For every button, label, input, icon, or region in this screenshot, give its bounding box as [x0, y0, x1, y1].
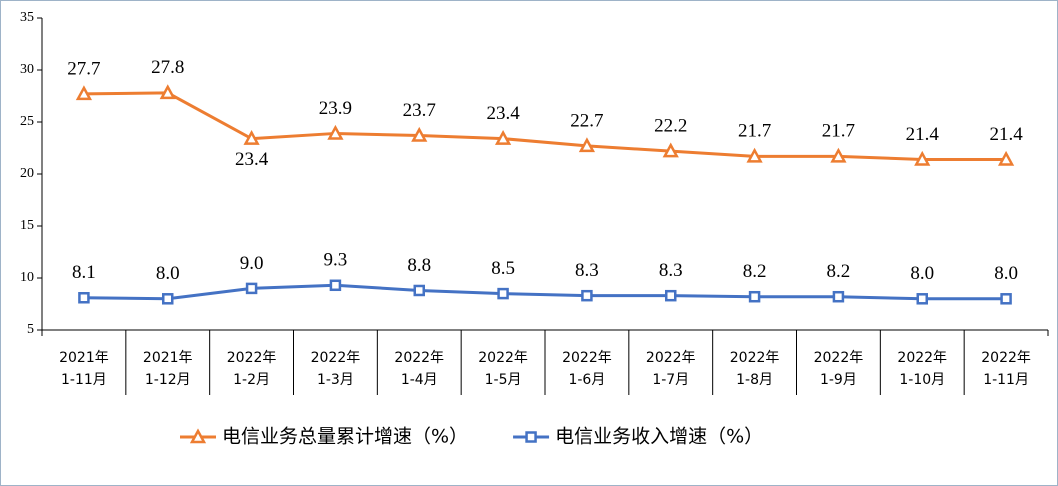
legend-marker [189, 428, 207, 444]
data-label: 23.7 [403, 100, 436, 121]
marker [327, 124, 344, 140]
x-tick-label-line: 2022年 [227, 350, 277, 366]
x-tick-label-line: 1-10月 [899, 372, 945, 388]
x-tick-label: 2022年 1-10月 [897, 350, 947, 388]
marker [832, 290, 845, 303]
legend-label: 电信业务收入增速（%） [555, 426, 763, 448]
x-tick-label-line: 2022年 [981, 350, 1031, 366]
x-tick-label-line: 1-2月 [233, 372, 270, 388]
x-tick-label-line: 2022年 [562, 350, 612, 366]
marker [243, 130, 260, 145]
x-tick-label-line: 1-8月 [736, 372, 773, 388]
x-tick-label-line: 2021年 [143, 350, 193, 366]
x-tick-label: 2022年 1-9月 [814, 350, 864, 388]
x-tick-label-line: 1-7月 [652, 372, 689, 388]
x-tick-label-line: 2022年 [897, 350, 947, 366]
series-line [83, 283, 1007, 301]
data-label: 8.0 [910, 263, 934, 284]
y-tick-label: 30 [20, 62, 34, 77]
x-tick-label: 2021年 1-11月 [59, 350, 109, 388]
y-tick-label: 15 [20, 218, 34, 233]
data-label: 8.3 [575, 260, 599, 281]
legend-label: 电信业务总量累计增速（%） [222, 426, 468, 448]
marker [830, 147, 847, 163]
x-tick-label: 2022年 1-11月 [981, 350, 1031, 388]
marker [997, 150, 1015, 166]
x-tick-label-line: 2021年 [59, 350, 109, 366]
x-tick-label: 2022年 1-3月 [311, 350, 361, 388]
x-tick-label-line: 1-11月 [61, 372, 107, 388]
x-tick-label-line: 2022年 [394, 350, 444, 366]
data-label: 22.2 [654, 115, 687, 136]
data-label: 8.0 [156, 263, 180, 284]
data-label: 21.7 [822, 121, 855, 142]
marker [329, 279, 342, 292]
x-tick-label: 2022年 1-5月 [478, 350, 528, 388]
x-tick-label: 2021年 1-12月 [143, 350, 193, 388]
x-tick-label-line: 1-9月 [820, 372, 857, 388]
x-tick-label-line: 2022年 [814, 350, 864, 366]
marker [494, 130, 512, 145]
x-tick-label: 2022年 1-4月 [394, 350, 444, 388]
x-tick-label-line: 2022年 [478, 350, 528, 366]
marker [748, 290, 761, 303]
series-line [83, 91, 1007, 161]
data-label: 21.4 [989, 124, 1023, 145]
marker [78, 292, 90, 304]
data-label: 23.4 [486, 103, 520, 124]
marker [245, 282, 258, 295]
marker [578, 137, 596, 153]
x-tick-label-line: 1-11月 [983, 372, 1029, 388]
x-tick-label-line: 1-3月 [317, 372, 354, 388]
x-tick-label: 2022年 1-2月 [227, 350, 277, 388]
y-tick-label: 10 [20, 270, 34, 285]
marker [665, 289, 677, 302]
data-label: 8.0 [994, 263, 1018, 284]
data-label: 23.4 [235, 149, 269, 170]
x-tick-label-line: 1-12月 [145, 372, 191, 388]
marker [162, 293, 174, 305]
data-label: 9.0 [240, 253, 264, 274]
x-tick-label: 2022年 1-6月 [562, 350, 612, 388]
data-label: 8.2 [827, 261, 851, 282]
data-label: 22.7 [570, 110, 603, 131]
y-tick-label: 25 [20, 114, 34, 129]
marker [916, 293, 928, 305]
marker [411, 126, 428, 142]
x-tick-label-line: 1-6月 [568, 372, 605, 388]
marker [1000, 293, 1012, 305]
marker [662, 142, 679, 158]
marker [581, 289, 593, 302]
y-tick-label: 20 [20, 166, 34, 181]
y-tick-label: 35 [20, 10, 34, 25]
x-tick-label: 2022年 1-7月 [646, 350, 696, 388]
y-tick-label: 5 [27, 322, 34, 337]
x-tick-label-line: 2022年 [311, 350, 361, 366]
legend-marker [525, 431, 537, 443]
x-tick-label-line: 1-5月 [485, 372, 522, 388]
data-label: 8.2 [743, 261, 767, 282]
data-label: 8.3 [659, 260, 683, 281]
x-tick-label-line: 2022年 [730, 350, 780, 366]
data-label: 8.1 [72, 262, 96, 283]
data-label: 27.8 [151, 57, 184, 78]
marker [159, 84, 176, 100]
x-tick-label-line: 1-4月 [401, 372, 438, 388]
data-label: 8.5 [491, 258, 515, 279]
data-label: 21.4 [906, 124, 940, 145]
marker [75, 85, 93, 101]
data-label: 27.7 [67, 58, 100, 79]
data-label: 9.3 [324, 250, 348, 271]
marker [914, 150, 931, 166]
marker [413, 284, 425, 297]
x-tick-label: 2022年 1-8月 [730, 350, 780, 388]
x-tick-label-line: 2022年 [646, 350, 696, 366]
data-label: 21.7 [738, 121, 771, 142]
marker [497, 287, 509, 300]
data-label: 23.9 [319, 98, 352, 119]
data-label: 8.8 [407, 255, 431, 276]
marker [746, 147, 763, 163]
